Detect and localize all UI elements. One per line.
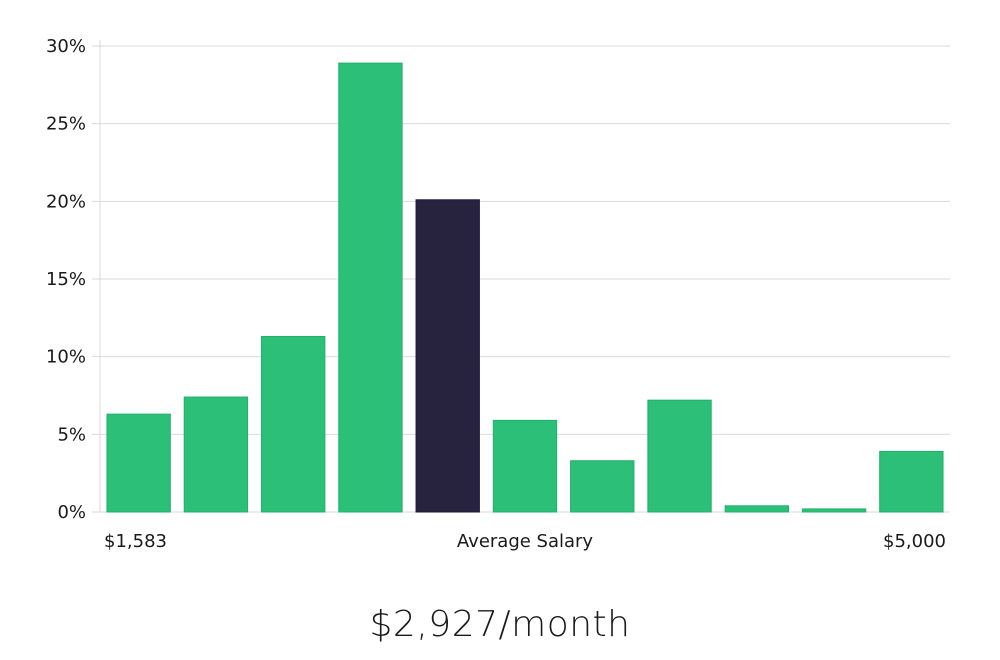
average-salary-value: $2,927/month	[369, 604, 631, 645]
y-tick-label: 25%	[46, 114, 86, 135]
y-tick-label: 30%	[46, 36, 86, 57]
bar-highlight	[415, 199, 480, 513]
y-tick-label: 5%	[57, 424, 86, 445]
x-label-max: $5,000	[883, 531, 946, 552]
y-tick-label: 20%	[46, 191, 86, 212]
bar	[724, 505, 789, 513]
bar	[106, 413, 171, 513]
bar	[647, 399, 712, 513]
bar	[801, 508, 867, 513]
bar	[492, 419, 558, 513]
bar	[183, 396, 249, 513]
bar	[570, 460, 635, 513]
y-tick-label: 0%	[57, 502, 86, 523]
bar	[261, 335, 326, 513]
salary-histogram: 0% 5% 10% 15% 20% 25% 30% $1,583 Average Salar…	[46, 36, 950, 552]
y-tick-label: 10%	[46, 347, 86, 368]
y-axis: 0% 5% 10% 15% 20% 25% 30%	[46, 36, 101, 523]
bar	[338, 62, 403, 513]
bars	[106, 62, 944, 513]
x-label-center: Average Salary	[457, 531, 594, 552]
x-label-min: $1,583	[104, 531, 167, 552]
y-tick-label: 15%	[46, 269, 86, 290]
bar	[879, 450, 944, 513]
